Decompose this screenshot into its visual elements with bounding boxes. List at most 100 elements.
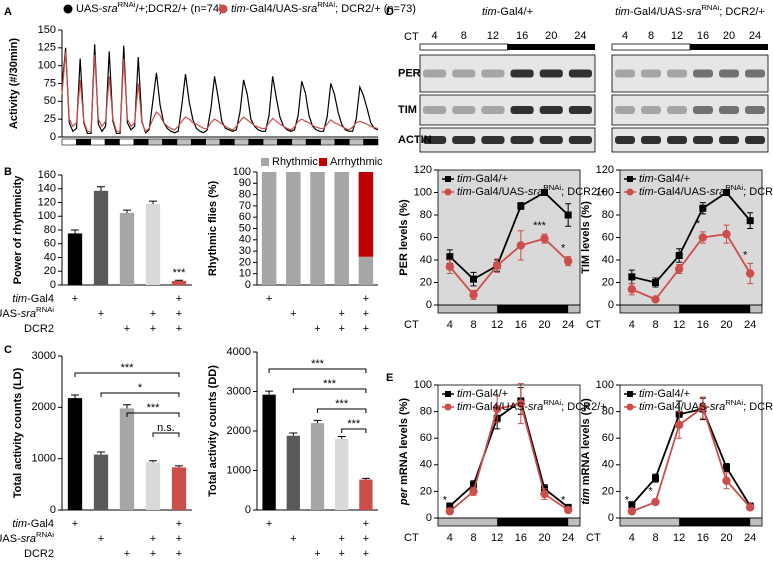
blot-band bbox=[641, 106, 661, 114]
text-part: DCR2 bbox=[24, 323, 54, 335]
data-point bbox=[722, 476, 731, 485]
condition-mark: + bbox=[266, 518, 272, 530]
blot-band bbox=[568, 106, 592, 114]
data-point bbox=[445, 507, 455, 516]
text-part: RNAi bbox=[317, 0, 335, 9]
condition-mark: + bbox=[338, 308, 344, 320]
dark-bar bbox=[497, 518, 569, 526]
y-tick-label: 0 bbox=[426, 299, 432, 311]
blot-band bbox=[481, 106, 505, 114]
ct-tick-label: 4 bbox=[622, 30, 628, 42]
y-tick-label: 0 bbox=[608, 299, 614, 311]
text-part: sra bbox=[710, 186, 725, 198]
y-tick-label: 75 bbox=[44, 77, 56, 89]
text-part: UAS- bbox=[0, 308, 21, 320]
data-point bbox=[516, 399, 526, 408]
condition-mark: + bbox=[176, 293, 182, 305]
bar bbox=[171, 467, 187, 510]
bar bbox=[67, 398, 83, 510]
blot-band bbox=[568, 69, 592, 78]
bar bbox=[310, 423, 325, 510]
y-tick-label: 0 bbox=[50, 131, 56, 143]
schedule-bar bbox=[219, 138, 235, 146]
bar bbox=[93, 190, 109, 285]
blot-band bbox=[539, 106, 563, 114]
error-bar bbox=[149, 200, 157, 204]
condition-mark: + bbox=[338, 533, 344, 545]
bar bbox=[145, 203, 161, 285]
condition-mark: + bbox=[290, 533, 296, 545]
blot-band bbox=[423, 106, 447, 114]
text-part: mRNA levels (%) bbox=[398, 398, 410, 488]
y-tick-label: 20 bbox=[420, 276, 432, 288]
text-part: ; DCR2/+ (n=73) bbox=[335, 3, 416, 15]
y-tick-label: 100 bbox=[38, 60, 56, 72]
y-tick-label: 120 bbox=[596, 164, 614, 176]
ct-tick-label: 16 bbox=[697, 30, 709, 42]
legend-label: tim-Gal4/+ bbox=[639, 388, 690, 400]
legend-label: tim-Gal4/+ bbox=[457, 388, 508, 400]
condition-mark: + bbox=[290, 308, 296, 320]
blot-row-label: TIM bbox=[398, 104, 417, 116]
legend-label: tim-Gal4/+ bbox=[639, 173, 690, 185]
text-part: per bbox=[398, 487, 410, 506]
text-part: tim bbox=[639, 173, 654, 185]
data-point bbox=[540, 489, 549, 499]
text-part: tim bbox=[615, 6, 630, 18]
x-tick-label: 8 bbox=[470, 319, 476, 331]
significance-bracket bbox=[341, 428, 367, 433]
significance-bracket bbox=[317, 408, 367, 413]
text-part: ; DCR2/+ bbox=[743, 186, 773, 198]
schedule-bar bbox=[320, 138, 336, 146]
text-part: RNAi bbox=[543, 398, 561, 407]
y-tick-label: 20 bbox=[602, 485, 614, 497]
error-bar bbox=[123, 404, 131, 409]
condition-mark: + bbox=[363, 518, 369, 530]
schedule-bar bbox=[61, 138, 77, 146]
significance-label: * bbox=[138, 382, 143, 394]
y-axis-label: Activity (#/30min) bbox=[8, 38, 20, 129]
blot-band bbox=[719, 106, 739, 114]
legend-label: tim-Gal4/UAS-sraRNAi; DCR2/+ (n=73) bbox=[231, 0, 416, 15]
error-bar bbox=[361, 477, 370, 480]
text-part: tim bbox=[457, 401, 472, 413]
text-part: tim bbox=[639, 401, 654, 413]
blot-band bbox=[452, 136, 476, 144]
y-tick-label: 100 bbox=[38, 210, 56, 222]
legend-marker bbox=[444, 188, 452, 196]
ct-tick-label: 12 bbox=[671, 30, 683, 42]
series-line bbox=[631, 191, 751, 284]
significance-label: * bbox=[743, 249, 748, 261]
bar bbox=[145, 462, 161, 510]
schedule-bar bbox=[291, 138, 307, 146]
x-tick-label: 8 bbox=[652, 532, 658, 544]
blot-row-label: ACTIN bbox=[398, 134, 432, 146]
blot-band bbox=[745, 69, 765, 78]
y-tick-label: 3000 bbox=[227, 385, 251, 397]
condition-mark: + bbox=[363, 308, 369, 320]
significance-label: * bbox=[561, 243, 566, 255]
legend-marker bbox=[444, 403, 452, 411]
text-part: ; DCR2/+ bbox=[719, 6, 765, 18]
plot-background bbox=[620, 385, 762, 518]
x-tick-label: 16 bbox=[515, 532, 527, 544]
x-tick-label: 4 bbox=[629, 319, 635, 331]
text-part: sra bbox=[302, 3, 317, 15]
data-point bbox=[723, 463, 730, 471]
y-tick-label: 60 bbox=[602, 231, 614, 243]
legend-swatch bbox=[261, 158, 269, 166]
x-tick-label: 16 bbox=[697, 532, 709, 544]
condition-mark: + bbox=[124, 323, 130, 335]
legend-marker bbox=[445, 391, 451, 397]
dark-bar bbox=[690, 44, 768, 50]
condition-mark: + bbox=[124, 548, 130, 560]
x-tick-label: 24 bbox=[562, 319, 574, 331]
blot-band bbox=[667, 106, 687, 114]
y-tick-label: 10 bbox=[239, 268, 251, 280]
data-point bbox=[470, 481, 477, 489]
bar bbox=[67, 233, 83, 285]
text-part: -Gal4/UAS- bbox=[630, 6, 687, 18]
legend-marker bbox=[627, 176, 633, 182]
x-tick-label: 24 bbox=[562, 532, 574, 544]
x-tick-label: 12 bbox=[673, 532, 685, 544]
